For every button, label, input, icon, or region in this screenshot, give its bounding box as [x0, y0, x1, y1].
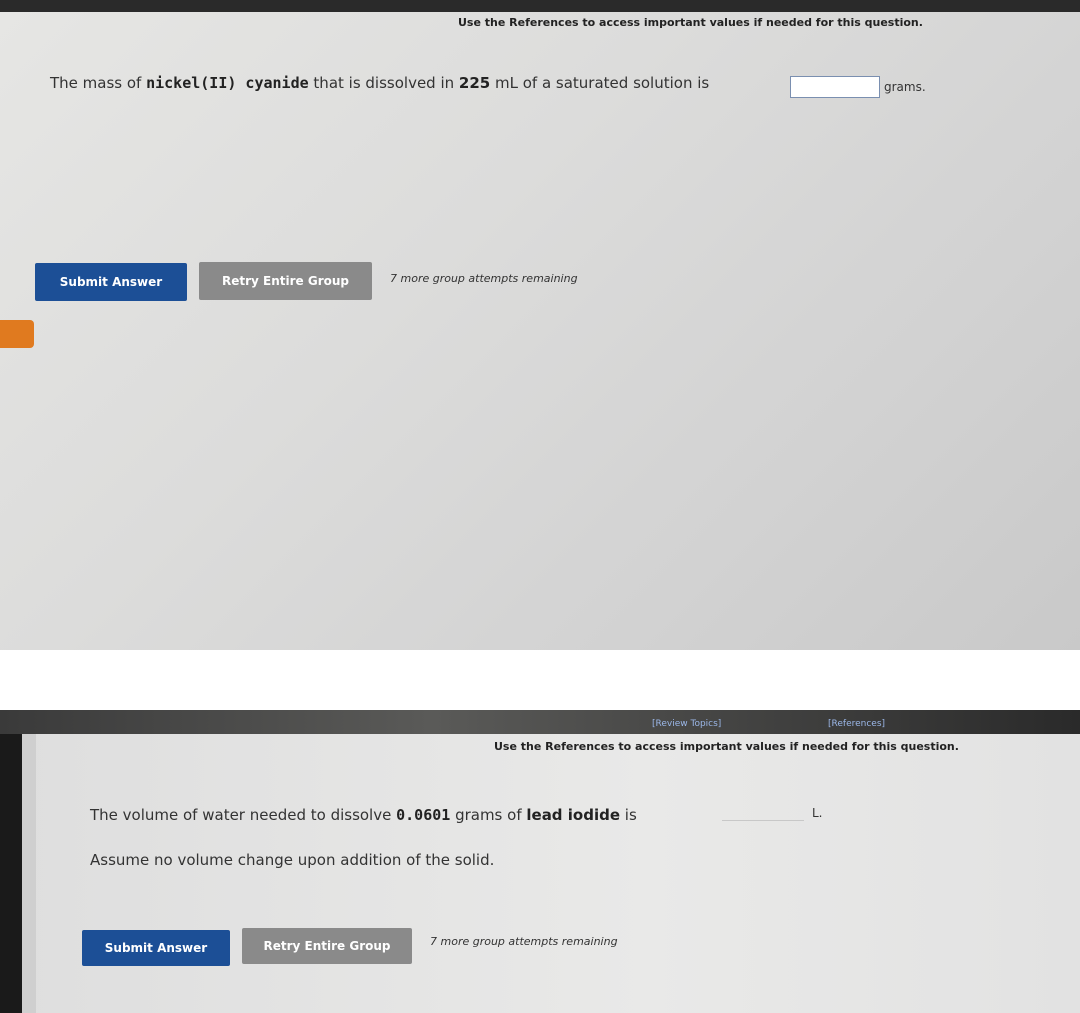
- review-topics-link[interactable]: [Review Topics]: [652, 719, 722, 729]
- text: The mass of: [50, 74, 147, 92]
- references-link[interactable]: [References]: [828, 719, 886, 729]
- left-border: [22, 734, 36, 1013]
- references-note: Use the References to access important v…: [458, 16, 923, 29]
- text: that is dissolved in: [308, 74, 459, 92]
- question-panel: Use the References to access important v…: [0, 0, 1080, 650]
- answer-input[interactable]: [722, 806, 804, 821]
- note-text: Assume no volume change upon addition of…: [90, 851, 495, 869]
- answer-input[interactable]: [790, 76, 880, 98]
- references-note: Use the References to access important v…: [494, 740, 959, 753]
- submit-button[interactable]: Submit Answer: [82, 930, 230, 966]
- attempts-text: 7 more group attempts remaining: [430, 935, 618, 948]
- text: grams of: [450, 806, 527, 824]
- unit: grams.: [884, 80, 926, 94]
- attempts-text: 7 more group attempts remaining: [390, 272, 578, 285]
- bold-text: 225: [458, 74, 491, 92]
- question-text: The mass of nickel(II) cyanide that is d…: [50, 74, 709, 92]
- left-edge: [0, 734, 22, 1013]
- bold-text: lead iodide: [526, 806, 621, 824]
- bold-text: nickel(II) cyanide: [146, 74, 309, 92]
- question-text: The volume of water needed to dissolve 0…: [90, 806, 637, 824]
- text: mL of a saturated solution is: [490, 74, 710, 92]
- retry-button[interactable]: Retry Entire Group: [199, 262, 372, 300]
- retry-button[interactable]: Retry Entire Group: [242, 928, 412, 964]
- top-bar: [0, 710, 1080, 734]
- unit: L.: [812, 806, 823, 820]
- orange-tab: [0, 320, 34, 348]
- question-panel: [Review Topics] [References] Use the Ref…: [0, 710, 1080, 1013]
- submit-button[interactable]: Submit Answer: [35, 263, 187, 301]
- text: is: [620, 806, 637, 824]
- text: The volume of water needed to dissolve: [90, 806, 397, 824]
- top-bar: [0, 0, 1080, 12]
- bold-text: 0.0601: [396, 806, 451, 824]
